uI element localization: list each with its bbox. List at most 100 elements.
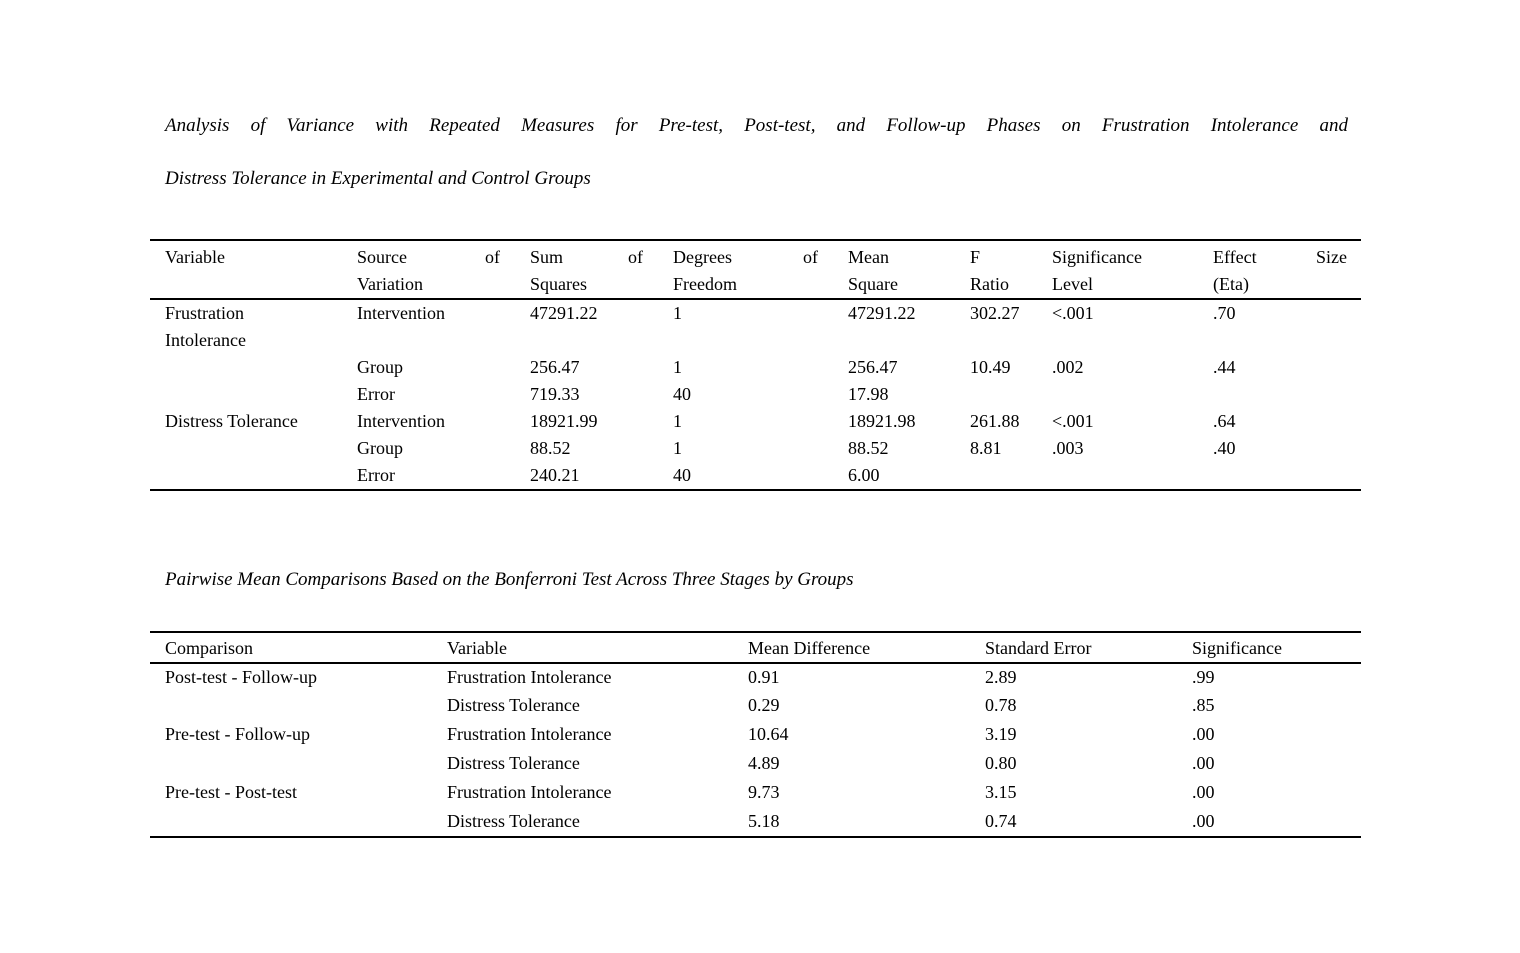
header-word: Size bbox=[1316, 247, 1347, 267]
anova-cell-df: 40 bbox=[673, 384, 691, 404]
anova-cell-variable bbox=[150, 462, 357, 490]
anova-header-mean-square: Mean Square bbox=[848, 240, 970, 299]
header-word: Source bbox=[357, 247, 407, 267]
anova-cell-df: 1 bbox=[673, 357, 682, 377]
header-word: Effect bbox=[1213, 247, 1257, 267]
anova-row: Error 240.21 40 6.00 bbox=[150, 462, 1361, 490]
anova-cell-sum-squares: 47291.22 bbox=[530, 303, 598, 323]
anova-cell-effect-size bbox=[1213, 462, 1361, 490]
header-word: Mean bbox=[848, 247, 889, 267]
anova-cell-effect-size bbox=[1213, 381, 1361, 408]
header-word: Freedom bbox=[673, 274, 737, 294]
anova-cell-df: 1 bbox=[673, 303, 682, 323]
anova-cell-mean-square: 88.52 bbox=[848, 438, 889, 458]
anova-cell-source: Intervention bbox=[357, 411, 445, 431]
pairwise-cell-comparison bbox=[150, 750, 447, 779]
anova-cell-variable: Frustration Intolerance bbox=[165, 303, 246, 350]
anova-cell-df: 1 bbox=[673, 438, 682, 458]
pairwise-cell-mean-difference: 4.89 bbox=[748, 753, 780, 773]
anova-cell-mean-square: 256.47 bbox=[848, 357, 898, 377]
anova-header-sum-of-squares: Sum of Squares bbox=[530, 240, 673, 299]
header-word: Variation bbox=[357, 274, 423, 294]
pairwise-row: Pre-test - Follow-up Frustration Intoler… bbox=[150, 721, 1361, 750]
anova-cell-variable bbox=[150, 354, 357, 381]
anova-cell-source: Intervention bbox=[357, 303, 445, 323]
anova-cell-significance: <.001 bbox=[1052, 303, 1094, 323]
pairwise-cell-significance: .00 bbox=[1192, 811, 1215, 831]
pairwise-cell-comparison bbox=[150, 692, 447, 721]
anova-cell-significance bbox=[1052, 462, 1213, 490]
bonferroni-table-title: Pairwise Mean Comparisons Based on the B… bbox=[165, 569, 854, 590]
pairwise-row: Pre-test - Post-test Frustration Intoler… bbox=[150, 779, 1361, 808]
anova-cell-sum-squares: 719.33 bbox=[530, 384, 580, 404]
pairwise-cell-standard-error: 0.74 bbox=[985, 811, 1017, 831]
header-word: (Eta) bbox=[1213, 274, 1249, 294]
pairwise-cell-standard-error: 0.80 bbox=[985, 753, 1017, 773]
anova-table-title: Analysis of Variance with Repeated Measu… bbox=[165, 112, 1348, 192]
header-word: Level bbox=[1052, 274, 1093, 294]
anova-cell-source: Error bbox=[357, 384, 395, 404]
pairwise-row: Distress Tolerance 5.18 0.74 .00 bbox=[150, 808, 1361, 837]
pairwise-cell-mean-difference: 5.18 bbox=[748, 811, 780, 831]
pairwise-cell-significance: .00 bbox=[1192, 724, 1215, 744]
anova-cell-variable: Distress Tolerance bbox=[165, 411, 298, 431]
anova-cell-f-ratio bbox=[970, 462, 1052, 490]
anova-header-source-of-variation: Source of Variation bbox=[357, 240, 530, 299]
pairwise-cell-significance: .99 bbox=[1192, 667, 1215, 687]
pairwise-header-comparison: Comparison bbox=[165, 638, 253, 658]
anova-cell-mean-square: 6.00 bbox=[848, 465, 880, 485]
pairwise-cell-significance: .00 bbox=[1192, 782, 1215, 802]
header-word: Square bbox=[848, 274, 898, 294]
anova-header-variable: Variable bbox=[150, 240, 357, 299]
anova-cell-f-ratio: 261.88 bbox=[970, 411, 1020, 431]
pairwise-header-variable: Variable bbox=[447, 638, 507, 658]
anova-cell-variable bbox=[150, 435, 357, 462]
pairwise-cell-standard-error: 0.78 bbox=[985, 695, 1017, 715]
anova-row: Group 88.52 1 88.52 8.81 .003 .40 bbox=[150, 435, 1361, 462]
pairwise-cell-significance: .85 bbox=[1192, 695, 1215, 715]
anova-row: Distress Tolerance Intervention 18921.99… bbox=[150, 408, 1361, 435]
header-word: Sum bbox=[530, 247, 564, 267]
pairwise-row: Post-test - Follow-up Frustration Intole… bbox=[150, 663, 1361, 692]
anova-table: Variable Source of Variation Sum of Square… bbox=[150, 239, 1361, 491]
bonferroni-table: Comparison Variable Mean Difference Stan… bbox=[150, 631, 1361, 838]
anova-cell-f-ratio: 302.27 bbox=[970, 303, 1020, 323]
pairwise-cell-standard-error: 3.19 bbox=[985, 724, 1017, 744]
anova-cell-effect-size: .44 bbox=[1213, 357, 1236, 377]
header-word: of bbox=[803, 247, 818, 267]
anova-cell-source: Error bbox=[357, 465, 395, 485]
pairwise-cell-significance: .00 bbox=[1192, 753, 1215, 773]
pairwise-header-mean-difference: Mean Difference bbox=[748, 638, 871, 658]
anova-title-line-1: Analysis of Variance with Repeated Measu… bbox=[165, 115, 1348, 136]
header-word: of bbox=[628, 247, 643, 267]
anova-cell-f-ratio: 10.49 bbox=[970, 357, 1011, 377]
anova-cell-significance: .002 bbox=[1052, 357, 1084, 377]
anova-cell-sum-squares: 88.52 bbox=[530, 438, 571, 458]
pairwise-cell-variable: Distress Tolerance bbox=[447, 811, 580, 831]
anova-cell-mean-square: 18921.98 bbox=[848, 411, 916, 431]
anova-cell-effect-size: .70 bbox=[1213, 303, 1236, 323]
anova-header-row: Variable Source of Variation Sum of Square… bbox=[150, 240, 1361, 299]
anova-header-effect-size-eta: Effect Size (Eta) bbox=[1213, 240, 1361, 299]
pairwise-cell-mean-difference: 10.64 bbox=[748, 724, 789, 744]
anova-title-line-2: Distress Tolerance in Experimental and C… bbox=[165, 168, 591, 189]
anova-cell-effect-size: .64 bbox=[1213, 411, 1236, 431]
pairwise-cell-variable: Frustration Intolerance bbox=[447, 724, 612, 744]
anova-cell-mean-square: 47291.22 bbox=[848, 303, 916, 323]
header-word: of bbox=[485, 247, 500, 267]
anova-row: Group 256.47 1 256.47 10.49 .002 .44 bbox=[150, 354, 1361, 381]
pairwise-cell-comparison: Post-test - Follow-up bbox=[165, 667, 318, 687]
pairwise-cell-variable: Distress Tolerance bbox=[447, 753, 580, 773]
anova-header-degrees-of-freedom: Degrees of Freedom bbox=[673, 240, 848, 299]
anova-cell-sum-squares: 240.21 bbox=[530, 465, 580, 485]
pairwise-cell-comparison: Pre-test - Post-test bbox=[165, 782, 297, 802]
header-word: Degrees bbox=[673, 247, 732, 267]
anova-cell-mean-square: 17.98 bbox=[848, 384, 889, 404]
pairwise-header-standard-error: Standard Error bbox=[985, 638, 1092, 658]
pairwise-cell-comparison bbox=[150, 808, 447, 837]
pairwise-cell-standard-error: 3.15 bbox=[985, 782, 1017, 802]
anova-cell-effect-size: .40 bbox=[1213, 438, 1236, 458]
anova-header-f-ratio: F Ratio bbox=[970, 240, 1052, 299]
anova-row: Frustration Intolerance Intervention 472… bbox=[150, 299, 1361, 354]
pairwise-cell-variable: Frustration Intolerance bbox=[447, 667, 612, 687]
